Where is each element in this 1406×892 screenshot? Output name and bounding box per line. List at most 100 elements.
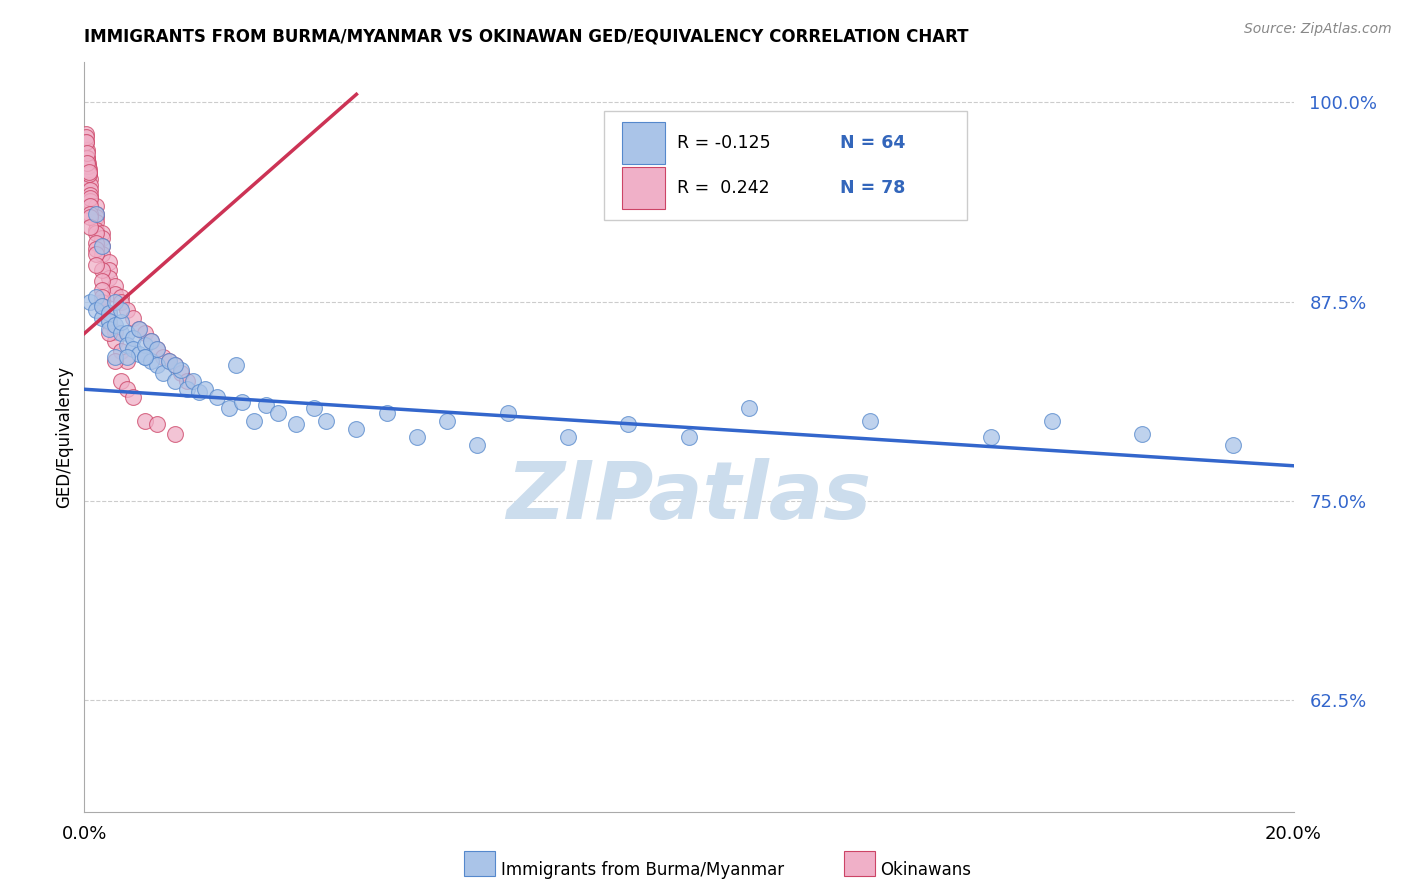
Text: R = -0.125: R = -0.125 [676, 135, 770, 153]
Bar [623, 122, 665, 163]
Point [115, 353, 138, 368]
Point [79, 191, 101, 205]
Point [77, 156, 100, 170]
Point [75, 135, 97, 149]
Point [91, 239, 114, 253]
Text: N = 64: N = 64 [841, 135, 905, 153]
Text: Source: ZipAtlas.com: Source: ZipAtlas.com [1244, 22, 1392, 37]
Point [146, 359, 169, 373]
Point [165, 359, 187, 373]
Point [146, 343, 169, 357]
Point [110, 302, 132, 317]
Point [436, 414, 458, 428]
Text: ZIPatlas: ZIPatlas [506, 458, 872, 536]
Point [1130, 426, 1153, 441]
Point [165, 359, 187, 373]
Point [152, 351, 174, 365]
Point [557, 430, 579, 444]
Point [97, 315, 120, 329]
Bar [623, 168, 665, 209]
Point [104, 353, 127, 368]
Point [176, 374, 198, 388]
Point [121, 310, 143, 325]
Point [980, 430, 1002, 444]
Point [285, 417, 308, 432]
Point [91, 274, 114, 288]
Point [91, 290, 114, 304]
Point [79, 194, 101, 208]
Point [104, 334, 127, 349]
Point [104, 286, 127, 301]
Point [110, 343, 132, 358]
Point [496, 406, 519, 420]
Point [188, 385, 211, 400]
Point [176, 382, 198, 396]
Point [91, 262, 114, 277]
Point [139, 334, 162, 349]
Point [406, 430, 429, 444]
Point [1222, 438, 1244, 452]
Point [91, 284, 114, 298]
Point [617, 417, 640, 432]
Point [104, 278, 127, 293]
Point [104, 294, 127, 309]
Point [110, 315, 132, 329]
Point [86, 207, 108, 221]
Point [254, 398, 277, 412]
Point [86, 242, 108, 256]
Text: Okinawans: Okinawans [880, 861, 972, 879]
Point [139, 353, 162, 368]
Point [86, 246, 108, 260]
Point [738, 401, 761, 416]
Point [86, 258, 108, 272]
Point [110, 294, 132, 309]
Point [79, 199, 101, 213]
Point [97, 254, 120, 268]
Point [77, 167, 100, 181]
Point [97, 306, 120, 320]
Point [97, 321, 120, 335]
Point [86, 199, 108, 213]
Point [165, 426, 187, 441]
Point [86, 302, 108, 317]
Point [218, 401, 240, 416]
Point [76, 151, 98, 165]
Point [86, 290, 108, 304]
Text: IMMIGRANTS FROM BURMA/MYANMAR VS OKINAWAN GED/EQUIVALENCY CORRELATION CHART: IMMIGRANTS FROM BURMA/MYANMAR VS OKINAWA… [84, 28, 969, 45]
Point [110, 374, 132, 388]
Point [79, 210, 101, 224]
Point [97, 262, 120, 277]
Point [75, 135, 97, 149]
Point [79, 171, 101, 186]
Point [315, 414, 337, 428]
Point [97, 326, 120, 341]
Point [76, 143, 98, 157]
Point [91, 226, 114, 240]
Point [134, 351, 156, 365]
Point [86, 215, 108, 229]
Point [91, 246, 114, 260]
Point [79, 183, 101, 197]
Point [134, 326, 156, 341]
Point [170, 367, 193, 381]
Point [79, 207, 101, 221]
Point [134, 351, 156, 365]
Point [86, 210, 108, 224]
Point [77, 167, 100, 181]
Point [467, 438, 489, 452]
Point [146, 417, 169, 432]
Point [152, 367, 174, 381]
Point [104, 325, 127, 339]
Point [76, 151, 98, 165]
Point [115, 351, 138, 365]
Point [86, 223, 108, 237]
Point [207, 390, 229, 404]
Point [375, 406, 398, 420]
Point [128, 321, 150, 335]
Point [1040, 414, 1063, 428]
FancyBboxPatch shape [605, 112, 967, 219]
Point [110, 326, 132, 341]
Point [79, 178, 101, 193]
Point [104, 351, 127, 365]
Point [231, 395, 253, 409]
